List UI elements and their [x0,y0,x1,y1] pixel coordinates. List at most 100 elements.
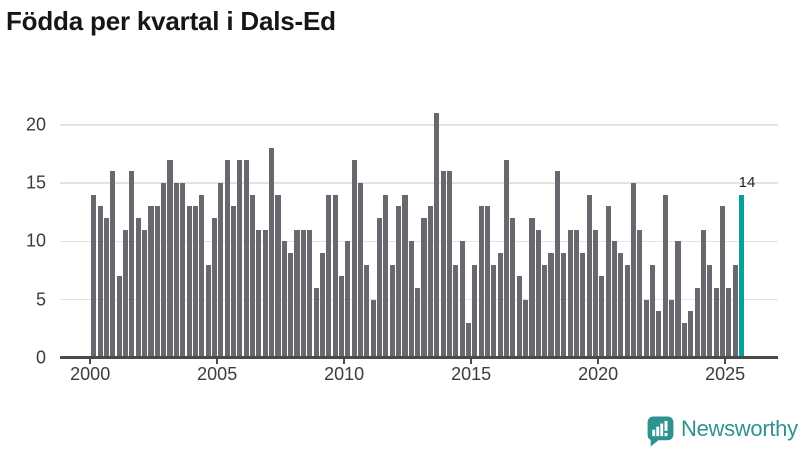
bar [599,276,605,358]
bar [643,299,649,358]
bar [586,194,592,358]
bar [434,113,440,358]
bar [732,264,738,358]
y-axis-tick-label: 15 [25,172,46,193]
bar [478,206,484,358]
bar [103,218,110,358]
bar [516,276,522,358]
newsworthy-logo-text: Newsworthy [681,416,798,441]
bar [199,194,205,358]
x-axis-tick [343,358,346,365]
bar [269,148,275,358]
gridline [60,124,778,126]
bar [383,194,389,358]
bar [484,206,491,358]
bar [192,206,198,358]
bar [421,218,427,358]
bar [129,171,135,358]
bar [529,218,535,358]
bar [123,229,129,358]
bar [218,183,224,358]
y-axis-tick-label: 0 [35,347,46,368]
x-axis-tick [89,358,92,365]
bar [681,322,687,358]
x-axis-tick-label: 2015 [451,364,492,384]
bar [453,264,459,358]
bar [611,241,618,358]
newsworthy-logo-icon [647,416,674,447]
bar [154,206,160,358]
bar [97,206,103,358]
bar [205,264,211,358]
bar [624,264,630,358]
bar [237,159,243,358]
bar [510,218,516,358]
bar [554,171,560,358]
bar [364,264,370,358]
bar [180,183,186,358]
bar [548,252,554,358]
x-axis-tick-label: 2005 [197,364,238,384]
bar [440,171,446,358]
x-axis-tick-label: 2025 [705,364,746,384]
bar [211,218,218,358]
bar [224,159,230,358]
bar [338,276,345,358]
bar [345,241,351,358]
bar [300,229,306,358]
bar [326,194,332,358]
bar [415,287,421,358]
bar [230,206,237,358]
bar [332,194,338,358]
bar [561,252,567,358]
bar [650,264,656,358]
bar [275,194,281,358]
highlighted-bar [738,194,745,358]
bar [719,206,725,358]
bar [167,159,173,358]
bar [281,241,287,358]
bar [542,264,548,358]
bar [605,206,611,358]
bar [402,194,408,358]
bar [173,183,179,358]
bar [262,229,268,358]
x-axis-tick-label: 2000 [70,364,111,384]
bar [427,206,433,358]
bar [688,311,694,358]
bar [491,264,497,358]
x-axis-tick [724,358,727,365]
bar [631,183,637,358]
bar [91,194,97,358]
bar [446,171,452,358]
bar [294,229,300,358]
bar [567,229,573,358]
bar [592,229,598,358]
x-axis-tick [216,358,219,365]
bar [148,206,154,358]
bar [707,264,713,358]
bar [110,171,116,358]
newsworthy-logo[interactable]: Newsworthy [647,416,798,447]
bar [618,252,624,358]
x-axis-tick-label: 2020 [578,364,619,384]
bar [351,159,357,358]
x-axis-line [60,356,778,359]
bar [396,206,402,358]
bar [307,229,313,358]
bar [675,241,681,358]
bar [319,252,325,358]
y-axis-tick-label: 10 [25,230,46,251]
bar [726,287,732,358]
bar [465,322,471,358]
bar [357,183,364,358]
x-axis-tick [597,358,600,365]
bar [700,229,706,358]
bar [694,287,700,358]
bar [459,241,465,358]
y-axis-tick-label: 5 [35,289,46,309]
bar [250,194,256,358]
page-title: Födda per kvartal i Dals-Ed [6,6,336,36]
gridline [60,240,778,243]
bar [135,218,141,358]
